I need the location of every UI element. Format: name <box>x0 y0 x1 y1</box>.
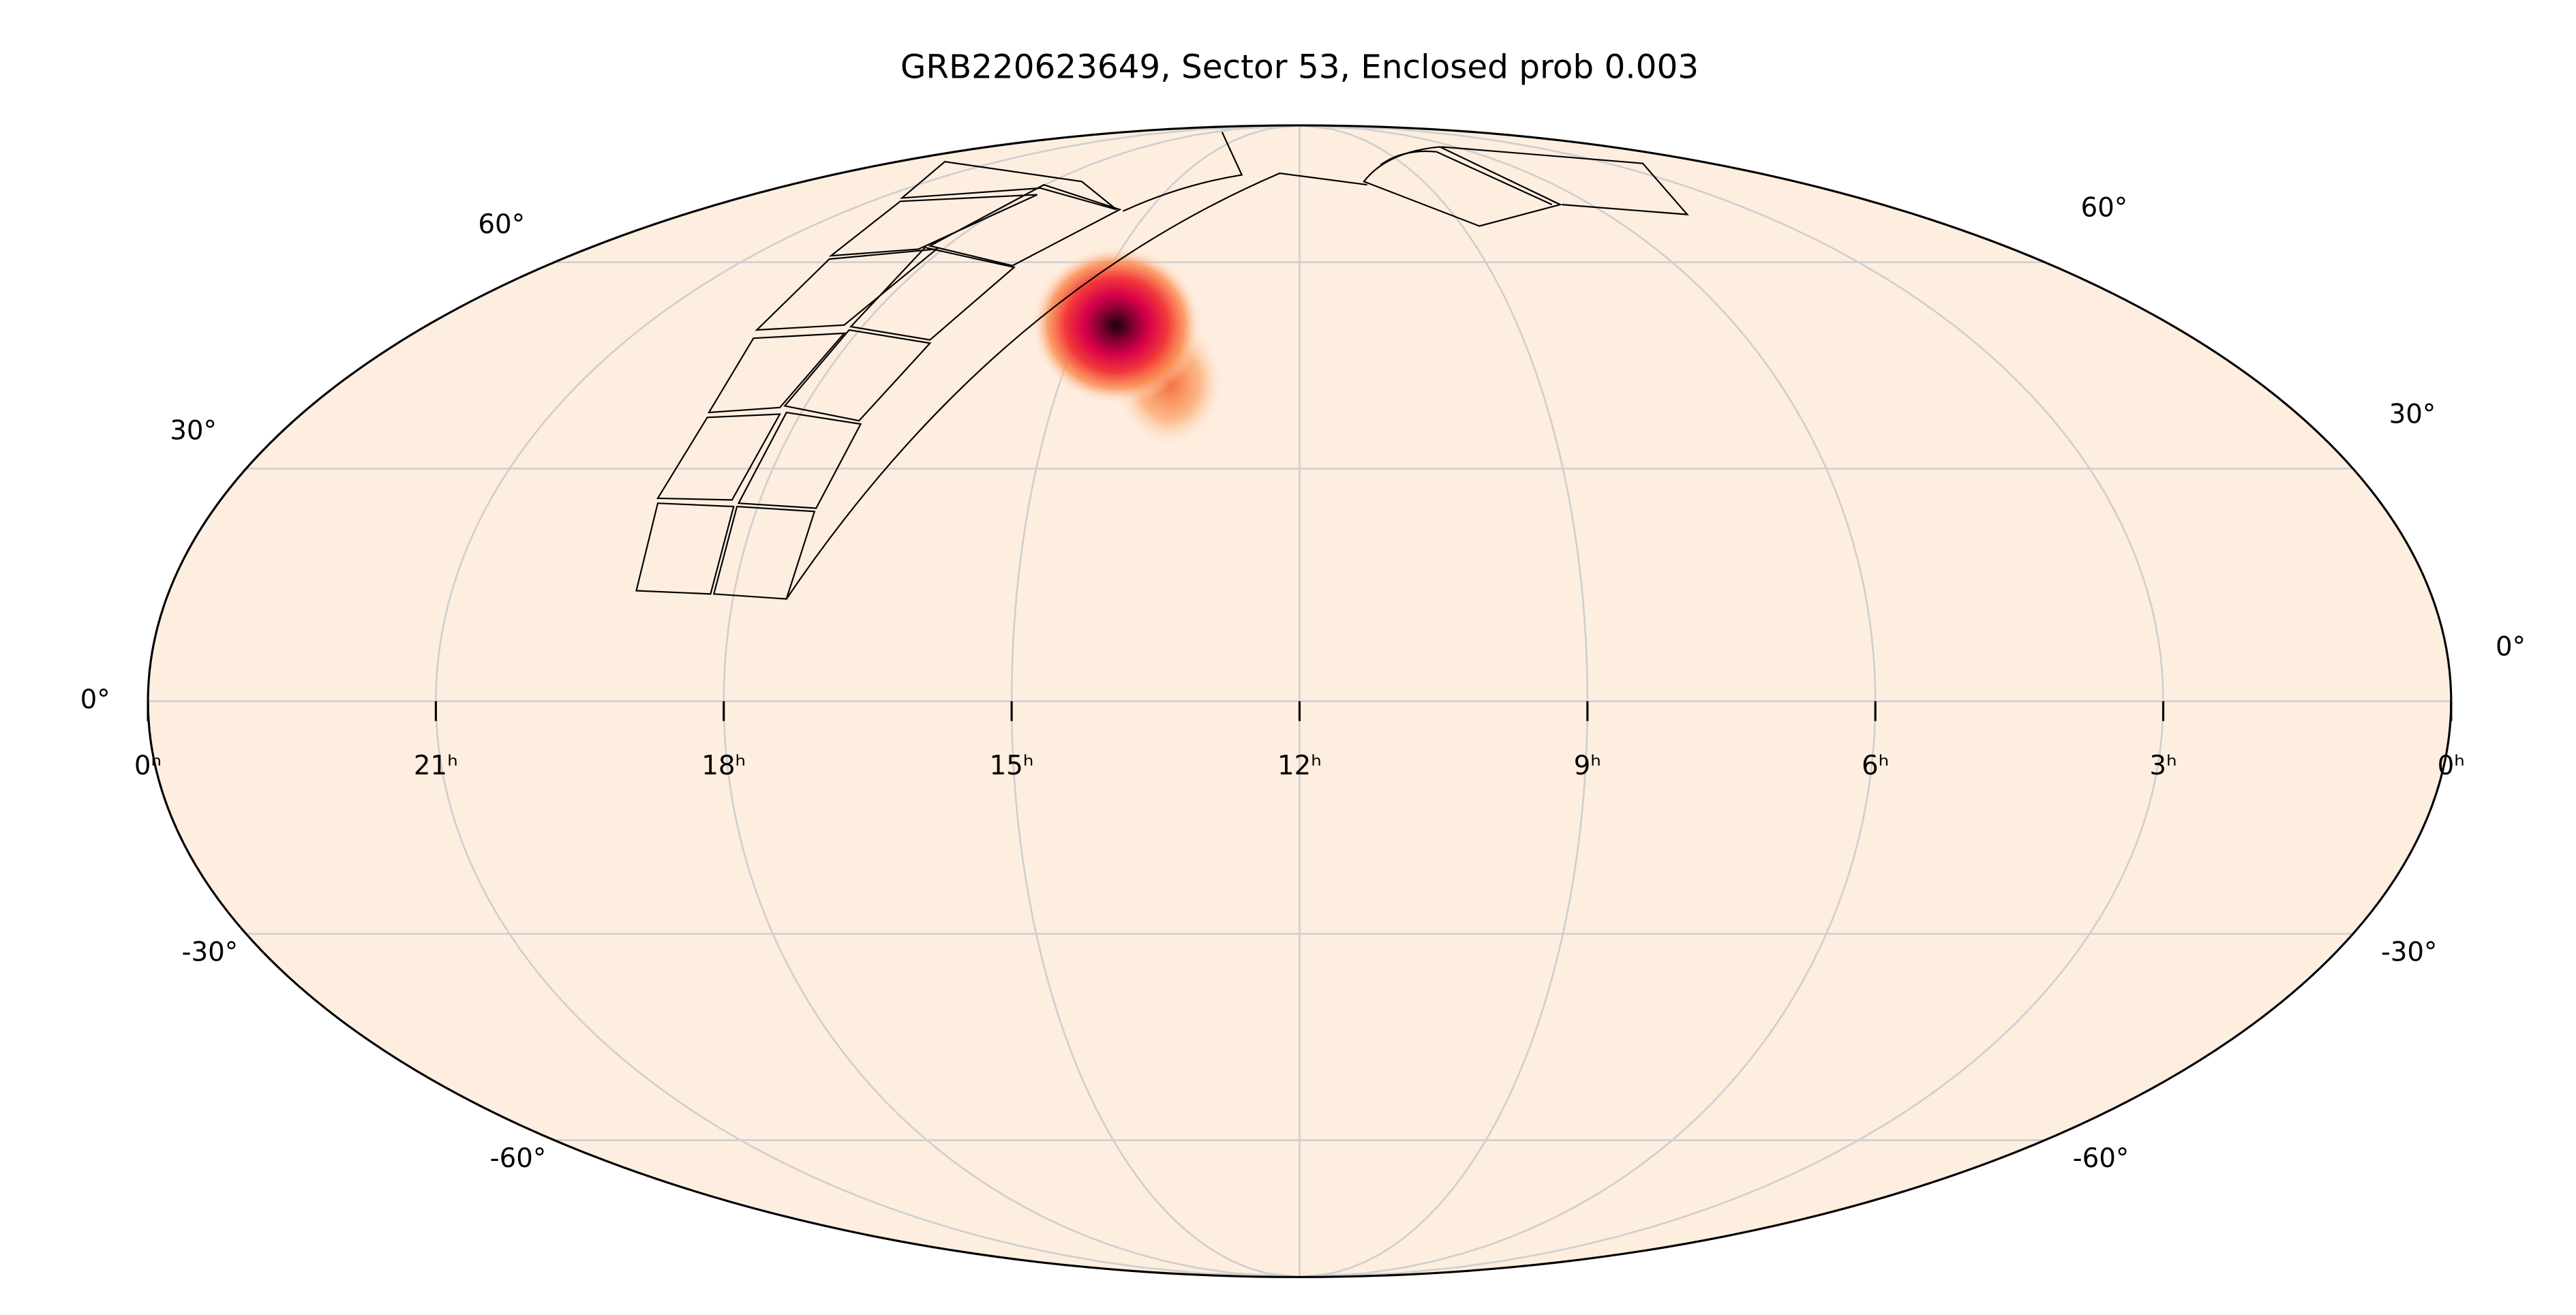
x-tick-label: 12ʰ <box>1277 751 1322 781</box>
ccd-outline <box>928 183 1122 267</box>
ccd-outline <box>783 329 932 422</box>
probability-peak <box>1030 245 1202 404</box>
y-tick-label: -60° <box>490 1143 547 1174</box>
y-tick-label: -60° <box>2073 1143 2130 1174</box>
ccd-outline <box>755 248 939 331</box>
x-tick-label: 0ʰ <box>134 751 162 781</box>
y-tick-label: 60° <box>478 209 525 240</box>
y-tick-label: 0° <box>80 684 110 715</box>
ccd-outline <box>849 246 1016 341</box>
y-tick-label: -30° <box>181 937 238 967</box>
x-tick-label: 3ʰ <box>2149 751 2177 781</box>
ccd-outline <box>1441 146 1689 215</box>
ccd-outline <box>1123 132 1243 212</box>
x-tick-label: 21ʰ <box>414 751 458 781</box>
probability-map <box>1030 245 1226 449</box>
x-tick-label: 9ʰ <box>1574 751 1601 781</box>
ccd-outline <box>656 413 781 501</box>
ccd-outline <box>712 505 816 600</box>
ccd-outline <box>635 502 735 595</box>
ccd-outline <box>737 411 862 509</box>
ccd-outline <box>707 332 846 414</box>
x-tick-label: 0ʰ <box>2438 751 2465 781</box>
y-tick-label: 30° <box>170 416 217 447</box>
x-tick-label: 15ʰ <box>990 751 1034 781</box>
y-tick-label: -30° <box>2381 937 2438 967</box>
sector-edge <box>785 172 1367 600</box>
sector-footprints <box>635 132 1689 600</box>
y-tick-label: 60° <box>2080 193 2127 224</box>
ccd-outline <box>828 194 1038 257</box>
x-tick-label: 18ʰ <box>701 751 746 781</box>
x-tick-label: 6ʰ <box>1862 751 1889 781</box>
ccd-outline <box>899 161 1117 211</box>
y-tick-label: 0° <box>2496 632 2526 663</box>
ccd-outline <box>1380 150 1553 206</box>
y-tick-label: 30° <box>2389 399 2436 429</box>
chart-title: GRB220623649, Sector 53, Enclosed prob 0… <box>900 48 1699 87</box>
